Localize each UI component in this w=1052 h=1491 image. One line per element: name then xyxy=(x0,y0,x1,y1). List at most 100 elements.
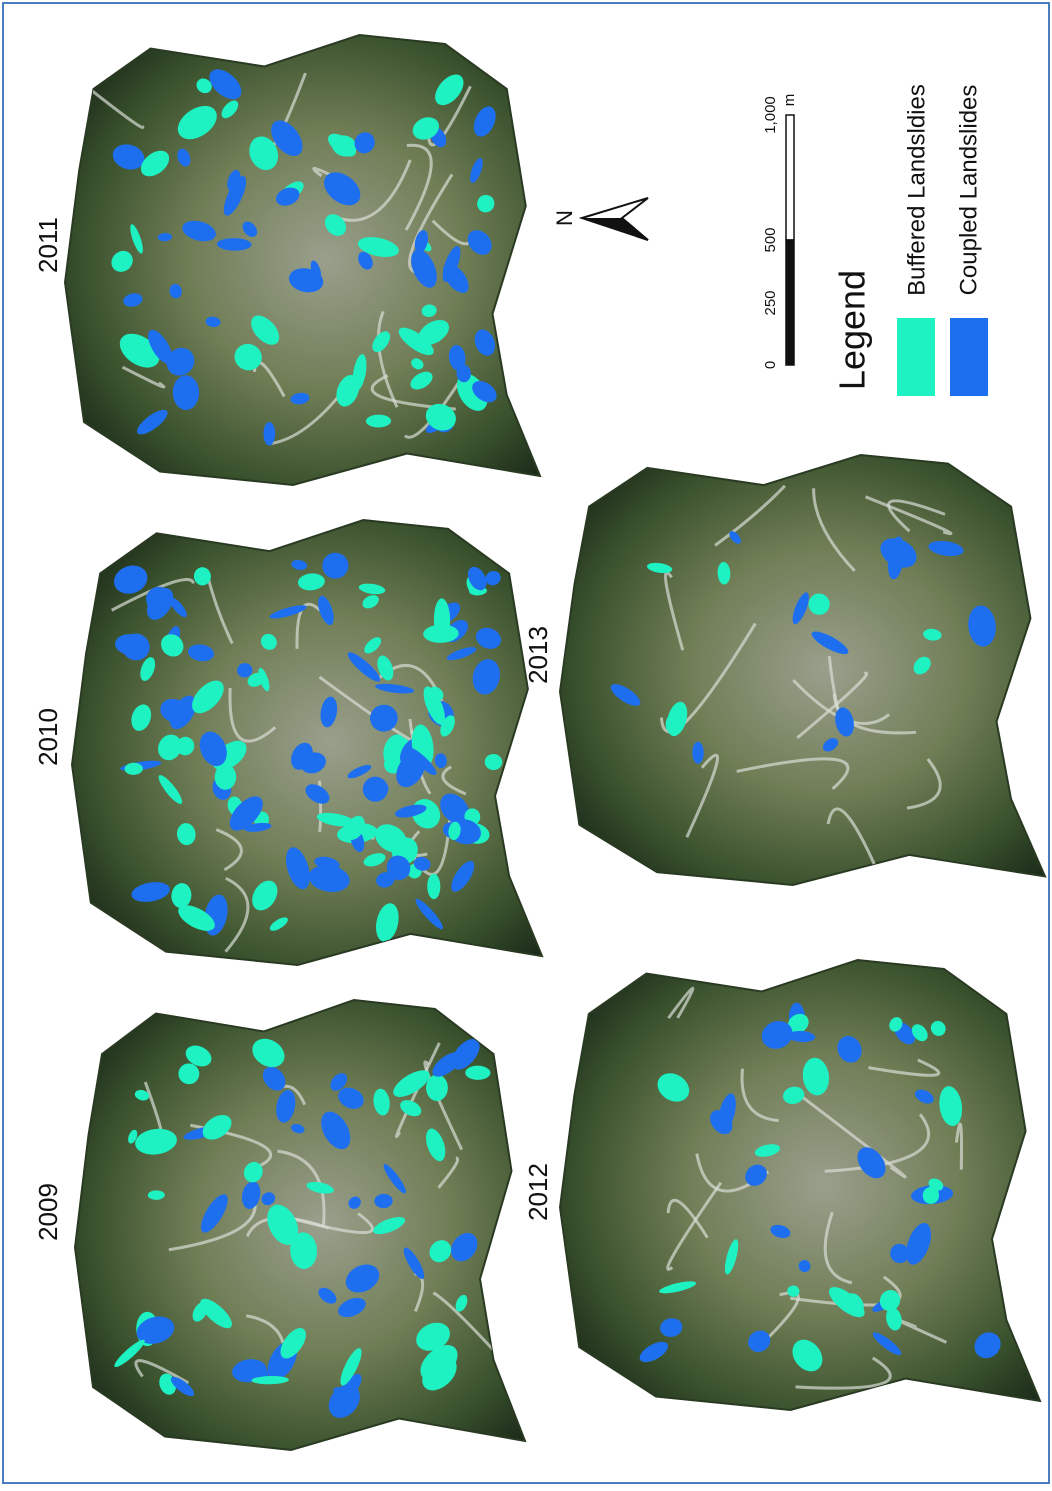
landslide-patch xyxy=(456,364,471,383)
landslide-patch xyxy=(271,120,303,157)
road xyxy=(667,986,695,1020)
road xyxy=(812,488,856,572)
road xyxy=(906,758,942,810)
landslide-patch xyxy=(234,343,262,371)
landslide-patch xyxy=(158,775,183,805)
landslide-patch xyxy=(280,1327,306,1359)
landslide-patch xyxy=(223,176,247,216)
road xyxy=(663,571,685,651)
landslide-patch xyxy=(659,1281,697,1294)
landslide-patch xyxy=(347,652,381,682)
legend-label: Coupled Landslides xyxy=(955,85,982,296)
aerial-image xyxy=(558,958,1042,1412)
landslide-patch xyxy=(968,605,996,647)
landslide-patch xyxy=(291,1123,305,1134)
landslide-patch xyxy=(111,250,133,272)
landslide-patch xyxy=(338,1297,366,1318)
landslide-patch xyxy=(242,221,258,237)
legend-swatch xyxy=(950,318,988,396)
landslide-patch xyxy=(200,1298,232,1329)
landslide-overlay xyxy=(65,51,497,446)
landslide-patch xyxy=(717,561,731,585)
landslide-patch xyxy=(729,531,741,544)
landslide-patch xyxy=(657,1073,690,1102)
landslide-patch xyxy=(375,903,399,942)
scale-label: 250 xyxy=(762,290,779,315)
landslide-patch xyxy=(310,260,322,281)
landslide-patch xyxy=(808,593,830,615)
landslide-patch xyxy=(394,804,427,818)
landslide-patch xyxy=(340,1348,362,1386)
landslide-patch xyxy=(205,316,221,328)
landslide-patch xyxy=(788,1030,816,1043)
landslide-patch xyxy=(374,1193,393,1209)
landslide-patch xyxy=(639,1341,669,1363)
landslide-patch xyxy=(290,392,310,405)
landslide-patch xyxy=(429,686,444,701)
landslide-patch xyxy=(473,106,496,137)
landslide-patch xyxy=(879,1290,901,1312)
landslide-patch xyxy=(467,230,492,255)
road xyxy=(666,1181,723,1271)
panel-year-label: 2010 xyxy=(33,708,63,766)
landslide-patch xyxy=(199,731,227,767)
landslide-patch xyxy=(316,812,355,827)
landslide-patch xyxy=(822,738,839,752)
landslide-patch xyxy=(448,821,461,841)
landslide-patch xyxy=(423,686,445,725)
landslide-patch xyxy=(252,880,278,911)
landslide-patch xyxy=(782,1086,805,1105)
landslide-patch xyxy=(472,659,500,695)
map-panel: 2013 xyxy=(523,453,1047,887)
landslide-patch xyxy=(347,764,372,779)
landslide-patch xyxy=(411,249,437,288)
landslide-patch xyxy=(472,381,497,403)
road xyxy=(437,1156,460,1189)
landslide-patch xyxy=(306,1181,334,1194)
landslide-patch xyxy=(373,1217,406,1235)
landslide-patch xyxy=(434,753,447,769)
panel-year-label: 2012 xyxy=(523,1163,553,1221)
landslide-patch xyxy=(443,263,469,293)
landslide-patch xyxy=(136,1316,175,1344)
landslide-patch xyxy=(372,331,391,353)
landslide-patch xyxy=(363,853,386,867)
map-panel: 2012 xyxy=(523,958,1042,1412)
landslide-patch xyxy=(416,1322,450,1351)
landslide-patch xyxy=(161,634,184,657)
landslide-patch xyxy=(131,704,152,731)
landslide-patch xyxy=(171,883,192,908)
landslide-patch xyxy=(837,1035,862,1063)
road xyxy=(277,1149,326,1227)
landslide-patch xyxy=(770,1224,791,1239)
legend-label: Buffered Landsldies xyxy=(903,84,930,296)
landslide-patch xyxy=(362,595,379,609)
road xyxy=(796,671,869,739)
landslide-patch xyxy=(393,1070,430,1097)
landslide-patch xyxy=(448,344,466,371)
landslide-patch xyxy=(724,1239,739,1275)
landslide-patch xyxy=(221,100,239,119)
landslide-patch xyxy=(418,319,450,345)
landslide-patch xyxy=(890,1243,910,1264)
scale-unit: m xyxy=(781,94,798,107)
landslide-patch xyxy=(187,644,215,662)
landslide-patch xyxy=(477,194,495,213)
road xyxy=(887,499,946,533)
landslide-patch xyxy=(913,656,931,675)
landslide-patch xyxy=(660,1318,683,1337)
landslide-patch xyxy=(906,1223,932,1265)
landslide-patch xyxy=(370,704,398,732)
landslide-patch xyxy=(413,856,431,871)
landslide-patch xyxy=(432,1052,462,1077)
road xyxy=(685,753,719,838)
landslide-patch xyxy=(170,1376,195,1397)
map-panel: 2010 xyxy=(33,518,544,967)
landslide-patch xyxy=(185,1045,212,1067)
landslide-patch xyxy=(123,293,143,307)
road xyxy=(403,373,466,439)
landslide-patch xyxy=(889,1017,903,1032)
landslide-patch xyxy=(128,1129,138,1144)
landslide-patch xyxy=(352,354,367,391)
